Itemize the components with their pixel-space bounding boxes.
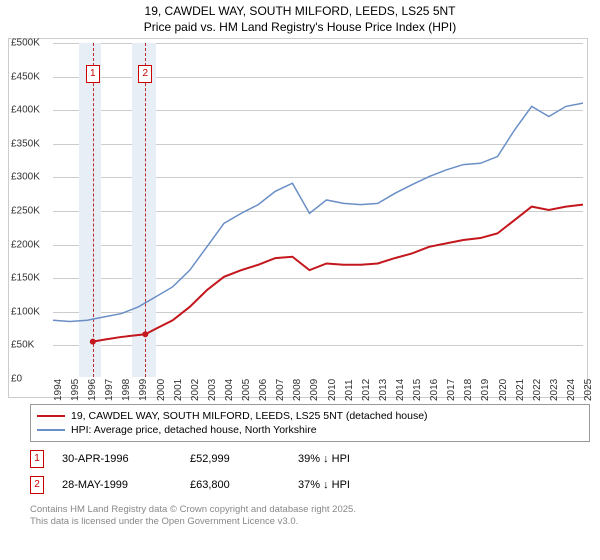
x-axis-label: 2013: [378, 379, 380, 401]
legend-row-price-paid: 19, CAWDEL WAY, SOUTH MILFORD, LEEDS, LS…: [37, 409, 583, 423]
x-axis-label: 2014: [395, 379, 397, 401]
sale-pct-vs-hpi: 37% ↓ HPI: [298, 479, 350, 491]
x-axis-label: 2019: [480, 379, 482, 401]
sale-price: £63,800: [190, 479, 280, 491]
sale-row: 2 28-MAY-1999 £63,800 37% ↓ HPI: [30, 472, 590, 498]
x-axis-label: 2005: [241, 379, 243, 401]
x-axis-label: 2010: [327, 379, 329, 401]
x-axis-label: 2009: [309, 379, 311, 401]
sale-date: 28-MAY-1999: [62, 479, 172, 491]
sale-dot: [90, 339, 96, 345]
sale-index-badge: 1: [30, 450, 44, 468]
x-axis-label: 2006: [258, 379, 260, 401]
x-axis-label: 2023: [549, 379, 551, 401]
sale-row: 1 30-APR-1996 £52,999 39% ↓ HPI: [30, 446, 590, 472]
x-axis-label: 1994: [53, 379, 55, 401]
footer-line2: This data is licensed under the Open Gov…: [30, 516, 590, 528]
legend-box: 19, CAWDEL WAY, SOUTH MILFORD, LEEDS, LS…: [30, 404, 590, 442]
sales-list: 1 30-APR-1996 £52,999 39% ↓ HPI 2 28-MAY-1999…: [30, 446, 590, 498]
y-axis-label: £200K: [11, 239, 40, 250]
x-axis-label: 1996: [87, 379, 89, 401]
x-axis-label: 2020: [498, 379, 500, 401]
x-axis-label: 2018: [463, 379, 465, 401]
x-axis-label: 2001: [173, 379, 175, 401]
x-axis-label: 2017: [446, 379, 448, 401]
x-axis-label: 2021: [515, 379, 517, 401]
y-axis-label: £0: [11, 374, 22, 385]
x-axis-label: 2022: [532, 379, 534, 401]
x-axis-label: 1998: [121, 379, 123, 401]
x-axis-label: 2002: [190, 379, 192, 401]
footer-attribution: Contains HM Land Registry data © Crown c…: [30, 504, 590, 529]
y-axis-label: £400K: [11, 105, 40, 116]
chart-area: £0 £50K £100K £150K £200K £250K £300K £350K £400…: [8, 38, 588, 398]
x-axis-label: 2003: [207, 379, 209, 401]
x-axis-label: 1997: [104, 379, 106, 401]
legend-label-hpi: HPI: Average price, detached house, Nort…: [71, 424, 317, 436]
y-axis-label: £100K: [11, 306, 40, 317]
x-axis-label: 2025: [583, 379, 585, 401]
chart-title-line2: Price paid vs. HM Land Registry's House …: [0, 20, 600, 38]
x-axis-label: 2007: [275, 379, 277, 401]
y-axis-label: £500K: [11, 38, 40, 49]
legend-swatch-price-paid: [37, 415, 65, 417]
legend-row-hpi: HPI: Average price, detached house, Nort…: [37, 423, 583, 437]
x-axis-label: 1995: [70, 379, 72, 401]
y-axis-label: £350K: [11, 138, 40, 149]
sale-index-badge: 2: [30, 476, 44, 494]
x-axis-label: 2004: [224, 379, 226, 401]
legend-label-price-paid: 19, CAWDEL WAY, SOUTH MILFORD, LEEDS, LS…: [71, 410, 428, 422]
series-price-paid: [93, 205, 583, 342]
footer-line1: Contains HM Land Registry data © Crown c…: [30, 504, 590, 516]
sale-dot: [142, 331, 148, 337]
sale-price: £52,999: [190, 453, 280, 465]
legend-swatch-hpi: [37, 429, 65, 431]
y-axis-label: £450K: [11, 71, 40, 82]
x-axis-label: 2015: [412, 379, 414, 401]
x-axis-label: 2011: [344, 379, 346, 401]
x-axis-label: 2000: [156, 379, 158, 401]
sale-pct-vs-hpi: 39% ↓ HPI: [298, 453, 350, 465]
x-axis-label: 2016: [429, 379, 431, 401]
x-axis-label: 2012: [361, 379, 363, 401]
chart-title-line1: 19, CAWDEL WAY, SOUTH MILFORD, LEEDS, LS…: [0, 0, 600, 20]
x-axis-label: 1999: [138, 379, 140, 401]
y-axis-label: £50K: [11, 340, 34, 351]
y-axis-label: £300K: [11, 172, 40, 183]
sale-date: 30-APR-1996: [62, 453, 172, 465]
x-axis-label: 2008: [292, 379, 294, 401]
chart-plot: [53, 43, 583, 377]
y-axis-label: £250K: [11, 206, 40, 217]
x-axis-label: 2024: [566, 379, 568, 401]
y-axis-label: £150K: [11, 273, 40, 284]
series-hpi: [53, 103, 583, 321]
